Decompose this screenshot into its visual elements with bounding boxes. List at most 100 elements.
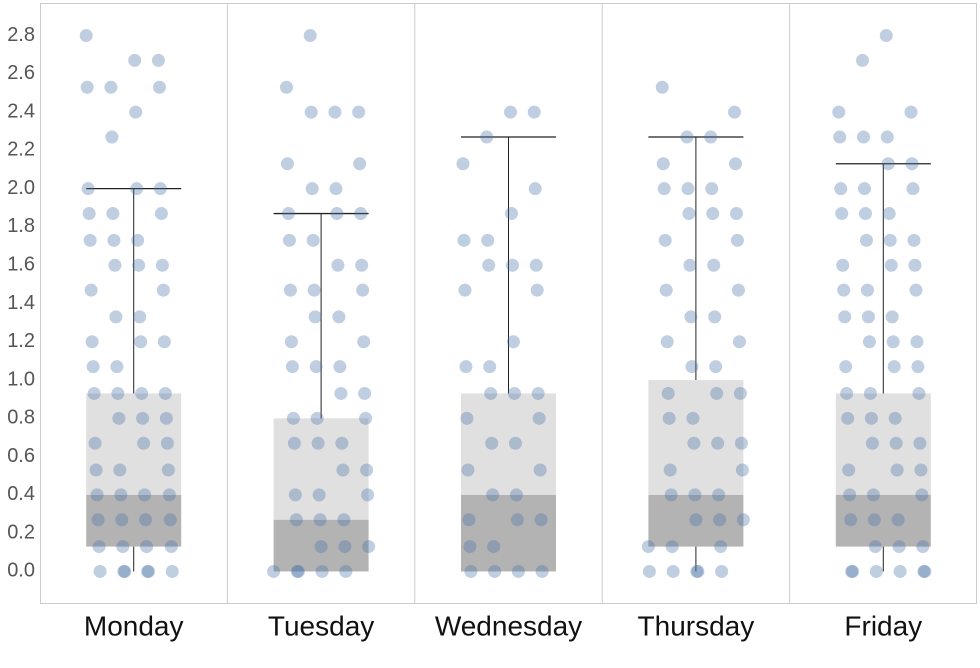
data-point: [151, 53, 165, 67]
y-tick-label: 2.0: [7, 177, 35, 199]
data-point: [656, 157, 670, 171]
data-point: [909, 283, 923, 297]
data-point: [705, 182, 719, 196]
data-point: [486, 488, 500, 502]
data-point: [90, 488, 104, 502]
data-point: [858, 207, 872, 221]
data-point: [131, 233, 145, 247]
data-point: [507, 386, 521, 400]
data-point: [880, 130, 894, 144]
data-point: [834, 182, 848, 196]
data-point: [690, 564, 704, 578]
data-point: [161, 463, 175, 477]
data-point: [130, 182, 144, 196]
data-point: [457, 233, 471, 247]
data-point: [460, 411, 474, 425]
data-point: [117, 564, 131, 578]
data-point: [461, 463, 475, 477]
data-point: [863, 386, 877, 400]
box-upper: [273, 418, 369, 520]
data-point: [108, 258, 122, 272]
data-point: [836, 258, 850, 272]
data-point: [361, 488, 375, 502]
data-point: [331, 258, 345, 272]
y-tick-label: 0.0: [7, 560, 35, 582]
data-point: [889, 436, 903, 450]
y-tick-label: 1.4: [7, 292, 35, 314]
data-point: [85, 335, 99, 349]
data-point: [462, 513, 476, 527]
box-lower: [648, 494, 744, 547]
y-tick-label: 1.8: [7, 215, 35, 237]
data-point: [509, 488, 523, 502]
data-point: [887, 360, 901, 374]
data-point: [336, 463, 350, 477]
data-point: [303, 29, 317, 43]
data-point: [354, 207, 368, 221]
data-point: [682, 207, 696, 221]
x-tick-label: Tuesday: [268, 610, 374, 641]
box-lower: [461, 494, 556, 572]
data-point: [329, 182, 343, 196]
data-point: [913, 436, 927, 450]
data-point: [484, 386, 498, 400]
data-point: [314, 540, 328, 554]
data-point: [138, 488, 152, 502]
data-point: [707, 258, 721, 272]
data-point: [689, 513, 703, 527]
data-point: [110, 360, 124, 374]
data-point: [352, 105, 366, 119]
data-point: [680, 130, 694, 144]
data-point: [313, 513, 327, 527]
data-point: [505, 258, 519, 272]
data-point: [688, 488, 702, 502]
box-upper: [86, 393, 182, 495]
data-point: [288, 488, 302, 502]
data-point: [534, 513, 548, 527]
data-point: [356, 283, 370, 297]
data-point: [79, 29, 93, 43]
data-point: [659, 283, 673, 297]
data-point: [906, 182, 920, 196]
data-point: [532, 411, 546, 425]
data-point: [885, 310, 899, 324]
data-point: [711, 436, 725, 450]
data-point: [905, 157, 919, 171]
y-tick-label: 2.8: [7, 24, 35, 46]
data-point: [510, 513, 524, 527]
data-point: [82, 207, 96, 221]
data-point: [339, 564, 353, 578]
data-point: [712, 488, 726, 502]
x-tick-label: Friday: [844, 610, 922, 641]
data-point: [832, 105, 846, 119]
data-point: [733, 386, 747, 400]
data-point: [861, 310, 875, 324]
data-point: [684, 310, 698, 324]
data-point: [107, 233, 121, 247]
data-point: [882, 207, 896, 221]
y-tick-label: 2.4: [7, 100, 35, 122]
data-point: [912, 386, 926, 400]
data-point: [84, 283, 98, 297]
data-point: [312, 488, 326, 502]
data-point: [87, 386, 101, 400]
data-point: [530, 283, 544, 297]
data-point: [307, 283, 321, 297]
data-point: [118, 564, 132, 578]
data-point: [857, 182, 871, 196]
data-point: [661, 386, 675, 400]
data-point: [488, 564, 502, 578]
data-point: [267, 564, 281, 578]
data-point: [893, 564, 907, 578]
data-point: [133, 310, 147, 324]
data-point: [891, 513, 905, 527]
data-point: [881, 157, 895, 171]
data-point: [158, 386, 172, 400]
data-point: [842, 463, 856, 477]
data-point: [286, 411, 300, 425]
data-point: [868, 540, 882, 554]
data-point: [91, 513, 105, 527]
data-point: [528, 182, 542, 196]
data-point: [280, 157, 294, 171]
